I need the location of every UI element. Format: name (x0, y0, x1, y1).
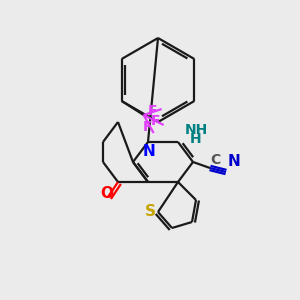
Text: N: N (228, 154, 240, 169)
Text: C: C (210, 153, 220, 167)
Text: H: H (190, 132, 202, 146)
Text: F: F (148, 104, 158, 118)
Text: F: F (143, 120, 152, 134)
Text: N: N (142, 145, 155, 160)
Text: O: O (100, 185, 113, 200)
Text: F: F (151, 114, 160, 128)
Text: S: S (145, 205, 155, 220)
Text: NH: NH (184, 123, 208, 137)
